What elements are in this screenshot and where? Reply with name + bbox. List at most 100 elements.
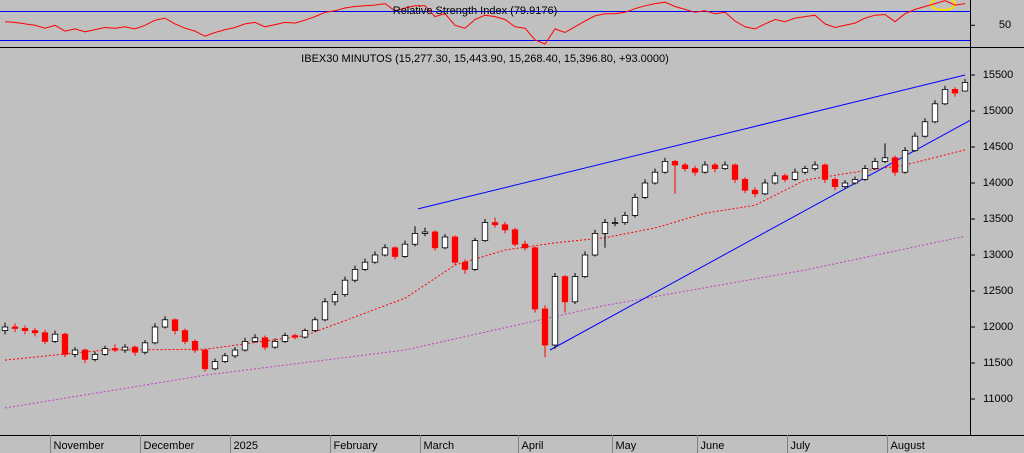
x-tick-label: April	[522, 440, 544, 452]
candle-body	[211, 361, 219, 370]
candle-body	[841, 182, 849, 187]
candle-body	[621, 214, 629, 223]
candle-body	[821, 164, 829, 180]
candle-body	[461, 261, 469, 270]
candle-body	[101, 348, 109, 355]
candle-body	[871, 160, 879, 169]
candle-body	[641, 182, 649, 198]
candle-body	[31, 330, 39, 334]
y-tick-label: 15500	[983, 69, 1014, 81]
moving-average	[4, 235, 966, 409]
candle-body	[121, 346, 129, 351]
trend-line	[417, 74, 966, 210]
candle-body	[361, 261, 369, 270]
candle-body	[851, 178, 859, 184]
candle-body	[951, 89, 959, 94]
candle-body	[451, 236, 459, 263]
candle-body	[81, 349, 89, 360]
candle-body	[391, 247, 399, 257]
candle-body	[491, 222, 499, 226]
candle-body	[271, 340, 279, 348]
candle-body	[421, 231, 429, 234]
candle-body	[601, 222, 609, 234]
candle-body	[811, 164, 819, 169]
candle-body	[341, 279, 349, 296]
candle-body	[111, 348, 119, 351]
candle-body	[41, 332, 49, 342]
candle-body	[71, 349, 79, 355]
candle-body	[561, 276, 569, 303]
candle-body	[961, 82, 969, 92]
candle-body	[581, 254, 589, 278]
candle-body	[231, 349, 239, 357]
candle-body	[551, 276, 559, 346]
candle-body	[771, 175, 779, 184]
candle-body	[861, 168, 869, 180]
candle-body	[891, 157, 899, 173]
y-tick-label: 11500	[983, 357, 1013, 369]
candle-body	[411, 232, 419, 245]
x-tick-label: May	[616, 440, 637, 452]
candle-body	[261, 337, 269, 348]
candle-body	[881, 157, 889, 162]
candle-body	[481, 222, 489, 242]
candle-body	[681, 164, 689, 169]
candle-body	[701, 164, 709, 173]
candle-body	[221, 355, 229, 362]
candle-body	[351, 268, 359, 281]
candle-body	[331, 294, 339, 303]
candle-body	[591, 232, 599, 256]
candle-body	[931, 103, 939, 123]
candle-body	[381, 247, 389, 256]
candle-body	[151, 326, 159, 344]
x-tick-label: July	[791, 440, 811, 452]
candle-body	[141, 342, 149, 353]
candle-body	[571, 276, 579, 303]
candle-body	[691, 168, 699, 173]
y-tick-label: 12500	[983, 285, 1014, 297]
candle-body	[171, 319, 179, 331]
candle-body	[241, 340, 249, 351]
moving-average	[4, 149, 966, 361]
candle-body	[321, 301, 329, 321]
candle-body	[901, 150, 909, 173]
candle-body	[11, 326, 19, 329]
x-tick-label: December	[144, 440, 195, 452]
y-tick-label: 14000	[983, 177, 1014, 189]
candle-body	[371, 254, 379, 263]
candle-body	[781, 175, 789, 180]
y-tick-label: 50	[999, 19, 1011, 31]
candle-body	[91, 353, 99, 360]
candle-body	[791, 171, 799, 180]
x-tick-label: 2025	[234, 440, 258, 452]
candle-body	[181, 330, 189, 342]
highlight-ellipse	[930, 0, 956, 11]
candle-body	[671, 160, 679, 166]
candle-body	[731, 164, 739, 180]
candle-body	[661, 160, 669, 173]
candle-body	[631, 196, 639, 216]
candle-body	[521, 243, 529, 249]
candle-body	[611, 222, 619, 225]
x-tick-label: November	[54, 440, 105, 452]
y-tick-label: 13000	[983, 249, 1014, 261]
candle-body	[531, 247, 539, 310]
rsi-title: Relative Strength Index (79.9176)	[393, 5, 558, 17]
chart-title: IBEX30 MINUTOS (15,277.30, 15,443.90, 15…	[301, 53, 669, 65]
candle-body	[921, 121, 929, 137]
x-tick-label: March	[424, 440, 455, 452]
candle-body	[51, 333, 59, 342]
y-tick-label: 11000	[983, 393, 1013, 405]
candle-body	[761, 182, 769, 195]
y-tick-label: 13500	[983, 213, 1014, 225]
candle-body	[941, 89, 949, 105]
x-tick-label: August	[891, 440, 925, 452]
candle-body	[831, 178, 839, 187]
candle-body	[801, 168, 809, 173]
y-tick-label: 14500	[983, 141, 1014, 153]
candle-body	[401, 243, 409, 257]
candle-body	[201, 349, 209, 370]
candle-body	[441, 236, 449, 249]
